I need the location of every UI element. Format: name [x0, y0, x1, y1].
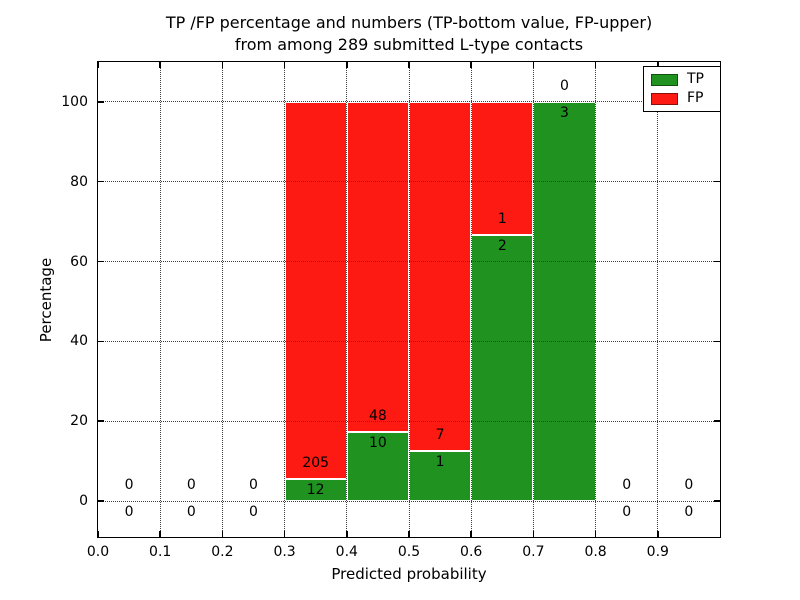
annotation-tp-count: 3	[560, 104, 569, 121]
annotation-tp-count: 12	[306, 482, 325, 498]
x-tick-mark	[532, 531, 535, 537]
bar-segment-tp	[471, 234, 534, 502]
bar-segment-fp	[346, 101, 409, 433]
annotation-fp-count: 0	[560, 77, 569, 94]
x-tick-mark	[283, 62, 286, 68]
grid-line-vertical	[408, 62, 410, 537]
x-axis-label: Predicted probability	[331, 565, 487, 583]
y-tick-mark	[714, 260, 720, 263]
y-tick-label: 0	[79, 493, 88, 510]
annotation-tp-count: 0	[186, 504, 196, 521]
y-tick-label: 100	[61, 93, 88, 110]
bar-segment-fp	[409, 101, 472, 452]
grid-line-vertical	[346, 62, 348, 537]
annotation-fp-count: 48	[368, 408, 387, 425]
x-tick-label: 0.5	[397, 544, 421, 560]
bar-segment-tp	[346, 432, 409, 502]
y-tick-mark	[714, 420, 720, 422]
x-tick-label: 0.4	[335, 544, 358, 560]
annotation-tp-count: 2	[497, 237, 507, 254]
y-tick-mark	[714, 340, 720, 343]
x-tick-mark	[97, 531, 99, 537]
annotation-tp-count: 0	[124, 504, 134, 521]
grid-line-vertical	[470, 62, 472, 537]
y-tick-mark	[714, 180, 720, 183]
legend-swatch-tp	[651, 73, 678, 86]
bar-segment-fp	[284, 101, 347, 479]
legend: TP FP	[643, 66, 721, 112]
y-tick-label: 60	[70, 253, 88, 270]
chart-title: TP /FP percentage and numbers (TP-bottom…	[98, 12, 720, 56]
x-tick-mark	[470, 531, 472, 537]
annotation-tp-count: 0	[684, 504, 694, 521]
annotation-fp-count: 7	[435, 427, 445, 444]
x-tick-mark	[657, 62, 659, 68]
x-tick-label: 0.7	[522, 544, 545, 560]
grid-line-vertical	[532, 62, 534, 537]
annotation-fp-count: 0	[124, 477, 134, 494]
x-tick-mark	[532, 62, 535, 68]
y-tick-mark	[98, 340, 104, 343]
x-tick-mark	[283, 531, 286, 537]
x-tick-mark	[221, 62, 224, 68]
x-tick-mark	[221, 531, 224, 537]
y-tick-mark	[98, 420, 104, 422]
y-tick-mark	[98, 260, 104, 263]
x-tick-mark	[594, 62, 597, 68]
x-tick-label: 0.6	[460, 544, 483, 560]
x-tick-label: 0.3	[273, 544, 296, 560]
x-tick-mark	[657, 531, 659, 537]
annotation-fp-count: 1	[497, 210, 507, 227]
grid-line-vertical	[221, 62, 223, 537]
x-tick-mark	[346, 62, 348, 68]
grid-line-vertical	[159, 62, 161, 537]
x-tick-mark	[408, 62, 410, 68]
legend-label-tp: TP	[687, 71, 704, 87]
x-tick-mark	[594, 531, 597, 537]
annotation-fp-count: 0	[249, 477, 258, 494]
grid-line-vertical	[657, 62, 659, 537]
x-tick-mark	[159, 531, 161, 537]
x-tick-label: 0.2	[211, 544, 234, 560]
legend-item-fp: FP	[644, 89, 720, 108]
x-tick-label: 0.1	[149, 544, 172, 560]
bar-segment-tp	[533, 101, 596, 502]
y-tick-mark	[98, 500, 104, 502]
grid-line-vertical	[284, 62, 286, 537]
x-tick-mark	[159, 62, 161, 68]
annotation-fp-count: 0	[622, 477, 632, 494]
y-tick-mark	[98, 180, 104, 183]
annotation-fp-count: 0	[186, 477, 196, 494]
annotation-tp-count: 0	[249, 504, 258, 521]
y-tick-mark	[714, 500, 720, 502]
annotation-tp-count: 0	[622, 504, 632, 521]
legend-label-fp: FP	[687, 90, 704, 106]
grid-line-vertical	[595, 62, 597, 537]
x-tick-mark	[408, 531, 410, 537]
x-tick-mark	[346, 531, 348, 537]
legend-item-tp: TP	[644, 70, 720, 89]
plot-area: 0 0 0 0 0 0 205 12 48 10 7 1 1 2 0 3 0 0 0 0	[97, 62, 720, 537]
bar-segment-fp	[471, 101, 534, 235]
annotation-fp-count: 0	[684, 477, 694, 494]
annotation-tp-count: 1	[435, 454, 445, 471]
chart-title-line2: from among 289 submitted L-type contacts	[234, 35, 584, 54]
y-tick-label: 80	[70, 173, 88, 190]
bar-segment-tp	[284, 479, 347, 502]
chart-title-line1: TP /FP percentage and numbers (TP-bottom…	[165, 13, 653, 32]
x-tick-mark	[470, 62, 472, 68]
y-tick-mark	[98, 101, 104, 103]
legend-swatch-fp	[651, 92, 678, 105]
annotation-fp-count: 205	[302, 455, 330, 471]
x-tick-label: 0.9	[646, 544, 669, 560]
x-tick-mark	[97, 62, 99, 68]
x-tick-label: 0.0	[86, 544, 110, 560]
annotation-tp-count: 10	[368, 435, 387, 452]
y-tick-label: 40	[70, 333, 88, 350]
y-tick-label: 20	[70, 413, 88, 430]
x-tick-label: 0.8	[584, 544, 607, 560]
